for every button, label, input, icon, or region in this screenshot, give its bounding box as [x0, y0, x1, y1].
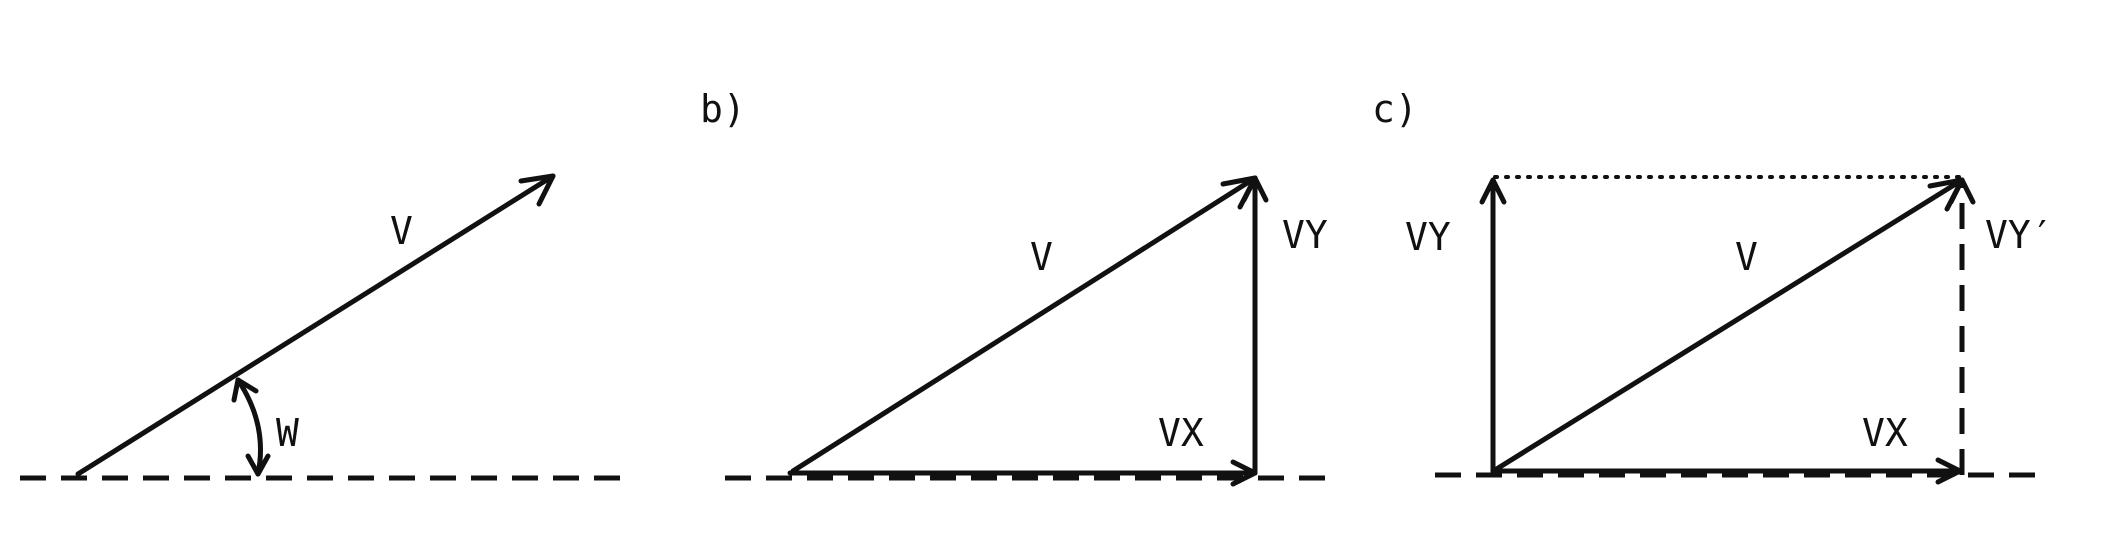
panel-a-angle-arc [231, 377, 271, 477]
panel-c-vector-label: V [1735, 235, 1758, 279]
panel-a-angle-label: W [276, 411, 299, 455]
panel-b-vector-v [790, 175, 1258, 474]
panel-a: V W [20, 173, 620, 481]
panel-b-y-label: VY [1282, 213, 1328, 257]
panel-b: b) V VY VX [700, 87, 1328, 487]
panel-b-x-label: VX [1158, 411, 1204, 455]
panel-b-vector-label: V [1030, 235, 1053, 279]
panel-c-right-dashed-component [1948, 177, 1976, 475]
panel-c-right-y-label: VY′ [1985, 213, 2054, 257]
panel-a-vector-label: V [390, 209, 413, 253]
panel-b-label: b) [700, 87, 746, 131]
panel-c-left-y-label: VY [1405, 215, 1451, 259]
panel-c-vector-v [1492, 177, 1965, 473]
panel-c-x-label: VX [1862, 411, 1908, 455]
panel-c-left-y-component [1479, 177, 1507, 476]
panel-b-y-component [1241, 175, 1269, 476]
panel-c: c) VY V VY′ VX [1372, 87, 2054, 485]
panel-c-label: c) [1372, 87, 1418, 131]
panel-a-vector-v [75, 173, 556, 477]
panel-b-x-component [787, 459, 1258, 487]
panel-c-x-component [1490, 457, 1963, 485]
